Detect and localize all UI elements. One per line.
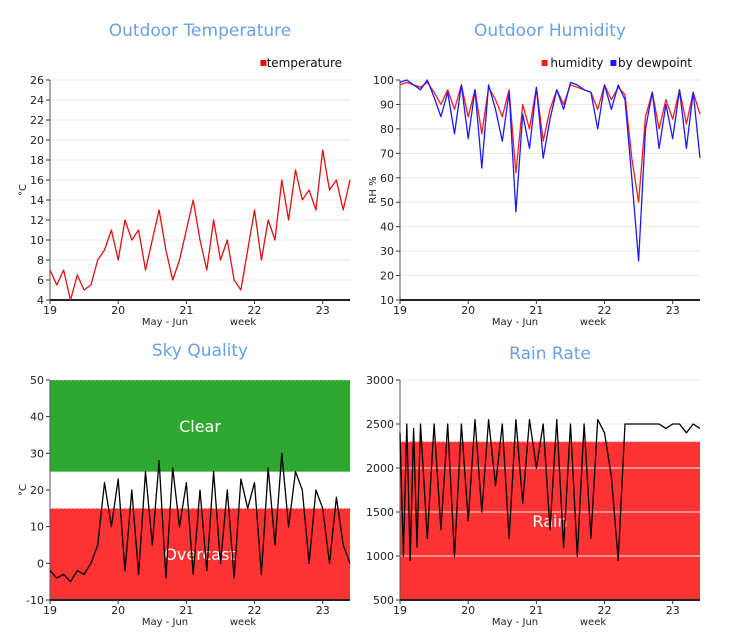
- outdoor-humidity-y-tick-label: 70: [380, 147, 394, 160]
- outdoor-humidity-series-by-dewpoint: [399, 79, 701, 262]
- sky-quality-x-tick-label: 22: [248, 604, 262, 617]
- outdoor-humidity-x-tick-label: 20: [461, 304, 475, 317]
- rain-rate-x-tick-label: 19: [393, 604, 407, 617]
- sky-quality-y-label: °C: [18, 484, 29, 496]
- outdoor-temperature-y-tick-label: 12: [30, 214, 44, 227]
- outdoor-humidity-legend-swatch: [541, 60, 548, 66]
- outdoor-humidity-y-tick-label: 80: [380, 123, 394, 136]
- sky-quality-y-tick-label: 40: [30, 411, 44, 424]
- outdoor-humidity-y-tick-label: 50: [380, 196, 394, 209]
- rain-rate-y-tick-label: 1500: [366, 506, 394, 519]
- outdoor-humidity-x-tick-label: 19: [393, 304, 407, 317]
- outdoor-humidity-x-tick-label: 22: [598, 304, 612, 317]
- sky-quality-x-tick-label: 19: [43, 604, 57, 617]
- sky-quality-y-tick-label: 0: [37, 557, 44, 570]
- outdoor-humidity-legend-swatch: [610, 60, 617, 66]
- outdoor-temperature-y-tick-label: 14: [30, 194, 44, 207]
- outdoor-temperature-chart: Outdoor Temperature 4 6 8 10 12 14 16 18 20 22 24 26…: [18, 21, 351, 328]
- rain-rate-series-line-0: [399, 418, 701, 562]
- rain-rate-x-tick-label: 23: [666, 604, 680, 617]
- outdoor-temperature-y-tick-label: 18: [30, 154, 44, 167]
- outdoor-humidity-legend-label: by dewpoint: [618, 56, 692, 70]
- outdoor-temperature-x-tick-label: 20: [111, 304, 125, 317]
- sky-quality-y-tick-label: 20: [30, 484, 44, 497]
- outdoor-temperature-y-tick-label: 24: [30, 94, 44, 107]
- outdoor-temperature-y-tick-label: 20: [30, 134, 44, 147]
- rain-rate-y-tick-label: 1000: [366, 550, 394, 563]
- sky-quality-x-tick-label: 20: [111, 604, 125, 617]
- sky-quality-band-label-clear: Clear: [179, 417, 221, 436]
- sky-quality-y-tick-label: 30: [30, 447, 44, 460]
- sky-quality-title: Sky Quality: [152, 341, 248, 361]
- outdoor-temperature-y-tick-label: 16: [30, 174, 44, 187]
- outdoor-humidity-x-tick-label: 21: [529, 304, 543, 317]
- rain-rate-y-tick-label: 3000: [366, 374, 394, 387]
- sky-quality-series-line-0: [49, 452, 351, 583]
- outdoor-humidity-x-label: May - Jun: [492, 317, 538, 328]
- sky-quality-x-label: May - Jun: [142, 617, 188, 628]
- outdoor-humidity-series-humidity: [399, 81, 701, 203]
- sky-quality-x-label-week: week: [230, 617, 256, 628]
- sky-quality-chart: Sky Quality -10 0 10 20 30 40 50 19 20 21 22 23 May -…: [18, 341, 351, 628]
- outdoor-temperature-y-tick-label: 10: [30, 234, 44, 247]
- rain-rate-x-label: May - Jun: [492, 617, 538, 628]
- outdoor-humidity-y-tick-label: 40: [380, 221, 394, 234]
- sky-quality-y-tick-label: -10: [26, 594, 44, 607]
- outdoor-humidity-y-tick-label: 60: [380, 172, 394, 185]
- outdoor-humidity-legend-label: humidity: [550, 56, 603, 70]
- outdoor-temperature-y-tick-label: 22: [30, 114, 44, 127]
- rain-rate-x-tick-label: 20: [461, 604, 475, 617]
- outdoor-humidity-y-tick-label: 30: [380, 245, 394, 258]
- outdoor-temperature-x-tick-label: 21: [179, 304, 193, 317]
- rain-rate-y-tick-label: 2500: [366, 418, 394, 431]
- outdoor-temperature-x-label-week: week: [230, 317, 256, 328]
- outdoor-humidity-y-tick-label: 100: [373, 74, 394, 87]
- outdoor-temperature-legend-swatch: [260, 60, 267, 66]
- rain-rate-x-label-week: week: [580, 617, 606, 628]
- rain-rate-x-tick-label: 21: [529, 604, 543, 617]
- sky-quality-x-tick-label: 23: [316, 604, 330, 617]
- outdoor-temperature-y-tick-label: 26: [30, 74, 44, 87]
- outdoor-temperature-y-tick-label: 6: [37, 274, 44, 287]
- sky-quality-band-label-overcast: Overcast: [164, 545, 235, 564]
- outdoor-temperature-x-label: May - Jun: [142, 317, 188, 328]
- outdoor-humidity-x-label-week: week: [580, 317, 606, 328]
- outdoor-temperature-series-temperature: [49, 149, 351, 301]
- rain-rate-chart: Rain Rate 500 1000 1500 2000 2500 3000 19 20 21 22…: [366, 344, 701, 628]
- outdoor-humidity-x-tick-label: 23: [666, 304, 680, 317]
- rain-rate-x-tick-label: 22: [598, 604, 612, 617]
- outdoor-humidity-y-tick-label: 20: [380, 270, 394, 283]
- sky-quality-x-tick-label: 21: [179, 604, 193, 617]
- sky-quality-band-clear: [50, 380, 350, 472]
- outdoor-temperature-x-tick-label: 22: [248, 304, 262, 317]
- outdoor-temperature-legend-label: temperature: [267, 56, 342, 70]
- sky-quality-y-tick-label: 50: [30, 374, 44, 387]
- outdoor-temperature-y-tick-label: 4: [37, 294, 44, 307]
- outdoor-humidity-y-tick-label: 10: [380, 294, 394, 307]
- outdoor-humidity-y-label: RH %: [368, 176, 379, 203]
- rain-rate-y-tick-label: 2000: [366, 462, 394, 475]
- outdoor-temperature-x-tick-label: 23: [316, 304, 330, 317]
- outdoor-humidity-y-tick-label: 90: [380, 98, 394, 111]
- outdoor-temperature-x-tick-label: 19: [43, 304, 57, 317]
- rain-rate-y-tick-label: 500: [373, 594, 394, 607]
- outdoor-humidity-chart: Outdoor Humidity 10 20 30 40 50 60 70 80 90 100 19 2…: [368, 21, 701, 328]
- rain-rate-title: Rain Rate: [509, 344, 591, 364]
- outdoor-temperature-y-tick-label: 8: [37, 254, 44, 267]
- outdoor-temperature-y-label: °C: [18, 184, 29, 196]
- outdoor-temperature-title: Outdoor Temperature: [109, 21, 292, 41]
- sky-quality-y-tick-label: 10: [30, 521, 44, 534]
- outdoor-humidity-title: Outdoor Humidity: [474, 21, 626, 41]
